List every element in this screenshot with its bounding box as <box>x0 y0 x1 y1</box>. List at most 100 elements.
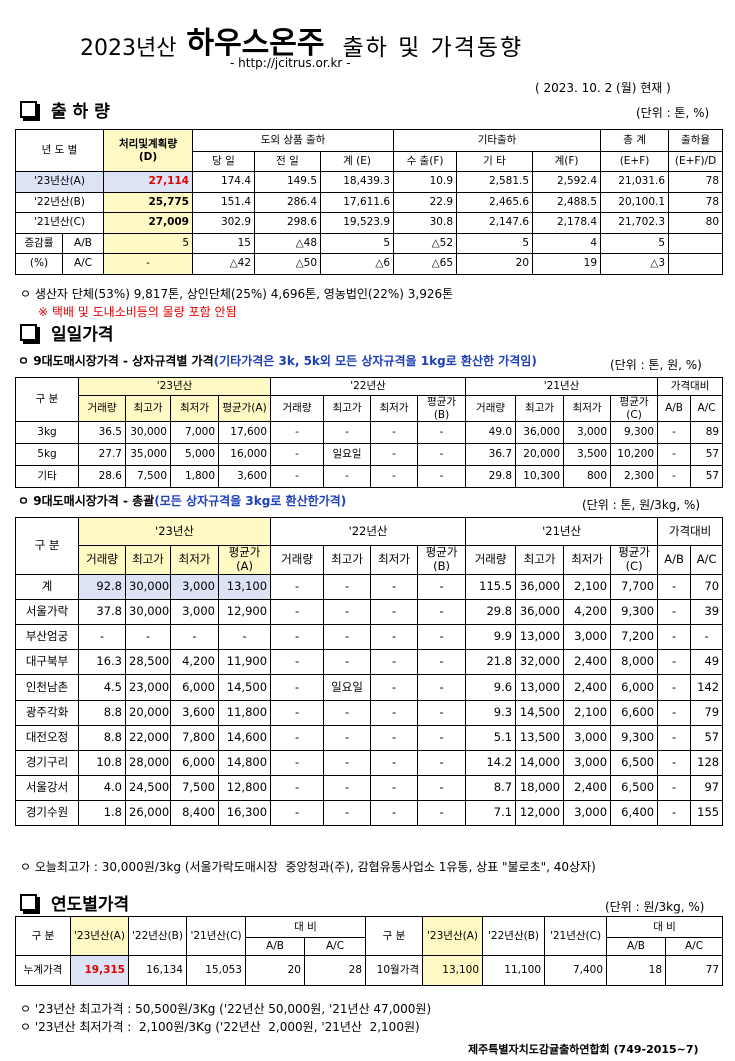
row: '23년산(A) 27,114 174.4 149.5 18,439.3 10.9 2,58… <box>15 171 724 193</box>
cell: - <box>370 674 419 701</box>
cell: 도외 상품 출하 <box>191 129 395 152</box>
cell: 26,000 <box>125 800 171 827</box>
header-row: 구 분 '23년산 '22년산 '21년산 가격대비 <box>15 376 724 423</box>
cell: - <box>417 800 467 827</box>
cell: '21년산 <box>465 377 659 396</box>
cell: 24,500 <box>125 775 171 802</box>
cell: 149.5 <box>254 171 321 193</box>
cell: - <box>270 699 325 726</box>
cell: 3,000 <box>563 749 612 777</box>
cell: - <box>417 749 467 777</box>
cell: 70 <box>690 573 724 600</box>
cell: - <box>657 421 692 445</box>
cell: 16,000 <box>217 443 272 467</box>
cell: 최고가 <box>323 545 372 575</box>
row: 대구북부 16.3 28,500 4,200 11,900- - - -21.8 32,000 2… <box>15 649 724 676</box>
cell: △48 <box>254 232 321 254</box>
row: 대전오정 8.8 22,000 7,800 14,600- - - -5.1 13,500 3,0… <box>15 724 724 751</box>
unit: (단위 : 톤, %) <box>636 106 710 120</box>
cell: (%) <box>15 253 63 275</box>
cell: 30,000 <box>125 573 171 600</box>
cell: 가격대비 <box>657 517 724 546</box>
cell <box>668 232 724 254</box>
cell: 6,000 <box>170 749 219 777</box>
cell: - <box>323 775 372 802</box>
cell: 115.5 <box>465 573 517 600</box>
cell: - <box>657 775 692 802</box>
cell: 증감률 <box>15 232 63 254</box>
cell: A/B <box>657 394 692 423</box>
cell: '23년산 <box>77 517 272 546</box>
size-price-table: 구 분 '23년산 '22년산 '21년산 가격대비 거래량 최고가 최저가 평균가(A) 거래량… <box>15 376 724 489</box>
subheading: ㅇ 9대도매시장가격 - 상자규격별 가격(기타가격은 3k, 5k외 모든 상… <box>18 352 537 369</box>
cell: 89 <box>690 421 724 445</box>
cell: A/B <box>62 232 104 254</box>
note: ㅇ 생산자 단체(53%) 9,817톤, 상인단체(25%) 4,696톤, … <box>20 287 454 301</box>
row: 인천남촌 4.5 23,000 6,000 14,500- 일요일 - -9.6 13,000 2… <box>15 674 724 701</box>
cell: '23년산 <box>77 377 272 396</box>
cell: 년 도 별 <box>15 129 104 172</box>
unit: (단위 : 톤, 원, %) <box>610 358 702 372</box>
cell: - <box>417 775 467 802</box>
cell: 21.8 <box>465 649 517 676</box>
cell: - <box>417 573 467 600</box>
cell: 10.9 <box>393 171 458 193</box>
cell: 128 <box>690 749 724 777</box>
cell: - <box>323 573 372 600</box>
cell: 5 <box>103 232 193 254</box>
cell: - <box>323 598 372 625</box>
cell: - <box>657 649 692 676</box>
cell: - <box>323 800 372 827</box>
cell: 4 <box>532 232 602 254</box>
cell: 7,800 <box>170 724 219 751</box>
cell: 평균가(C) <box>610 545 659 575</box>
cell: - <box>270 421 325 445</box>
cell: 2,400 <box>563 674 612 701</box>
cell: 57 <box>690 465 724 489</box>
cell: 서울가락 <box>15 598 79 625</box>
cell: 15,053 <box>186 955 246 986</box>
cell: '21년산(C) <box>544 916 608 956</box>
cell: 최저가 <box>170 394 219 423</box>
cell: - <box>217 623 272 651</box>
cell: △3 <box>600 253 670 275</box>
note: ※ 택배 및 도내소비등의 물량 포함 안됨 <box>38 305 237 319</box>
cell: △42 <box>192 253 255 275</box>
cell: A/C <box>690 394 724 423</box>
row: 서울가락 37.8 30,000 3,000 12,900- - - -29.8 36,000 4… <box>15 598 724 625</box>
cell: 거래량 <box>465 545 517 575</box>
header-row: A/B A/C A/B A/C <box>16 937 724 956</box>
cell: - <box>323 699 372 726</box>
cell: - <box>323 421 372 445</box>
cell: 12,000 <box>515 800 565 827</box>
cell: 14,500 <box>515 699 565 726</box>
cell: 7,700 <box>610 573 659 600</box>
cell: 57 <box>690 724 724 751</box>
heading-text: 출 하 량 <box>51 102 110 122</box>
cell: 35,000 <box>125 443 171 467</box>
cell: 19,523.9 <box>319 212 395 234</box>
cell: 3,000 <box>563 724 612 751</box>
cell: 최고가 <box>125 394 171 423</box>
cell: - <box>270 800 325 827</box>
cell: (E+F) <box>600 151 670 172</box>
cell: 18,439.3 <box>319 171 395 193</box>
cell: 2,100 <box>563 699 612 726</box>
cell: 4,200 <box>170 649 219 676</box>
cell: 최고가 <box>515 545 565 575</box>
header-row: 구 분 '23년산 '22년산 '21년산 가격대비 <box>15 517 724 575</box>
cell: 49 <box>690 649 724 676</box>
note: ㅇ '23년산 최저가격 : 2,100원/3Kg ('22년산 2,000원,… <box>20 1020 420 1034</box>
cell: 2,400 <box>563 649 612 676</box>
label-note: (기타가격은 3k, 5k외 모든 상자규격을 1kg로 환산한 가격임) <box>213 354 537 368</box>
row: 광주각화 8.8 20,000 3,600 11,800- - - -9.3 14,500 2,1… <box>15 699 724 726</box>
cell: 77 <box>665 955 724 986</box>
cell: 평균가(B) <box>417 394 467 423</box>
cell: - <box>657 443 692 467</box>
cell: 79 <box>690 699 724 726</box>
cell: - <box>270 724 325 751</box>
cell: 97 <box>690 775 724 802</box>
cell: 28,500 <box>125 649 171 676</box>
cell: - <box>270 598 325 625</box>
